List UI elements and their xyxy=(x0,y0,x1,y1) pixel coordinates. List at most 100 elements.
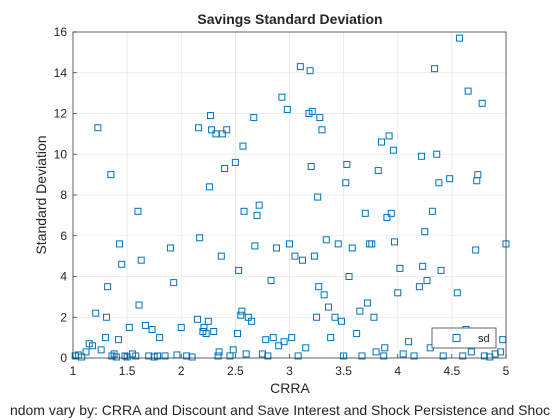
data-point xyxy=(459,352,467,360)
x-tick-label: 4.5 xyxy=(444,364,461,378)
data-point xyxy=(231,158,239,166)
data-point xyxy=(248,317,256,325)
data-point xyxy=(153,352,161,360)
data-point xyxy=(322,236,330,244)
data-point xyxy=(491,350,499,358)
data-point xyxy=(183,352,191,360)
data-point xyxy=(214,352,222,360)
x-axis-ticks: 1 1.5 2 2.5 3 3.5 4 4.5 5 xyxy=(70,354,510,378)
data-point xyxy=(275,342,283,350)
y-tick-label: 10 xyxy=(54,147,68,161)
legend-label-sd: sd xyxy=(478,333,490,345)
data-point xyxy=(267,277,275,285)
data-point xyxy=(374,167,382,175)
data-point xyxy=(114,336,122,344)
data-point xyxy=(188,353,196,361)
data-point xyxy=(314,193,322,201)
data-point xyxy=(210,328,218,336)
data-point xyxy=(193,315,201,323)
x-axis-label: CRRA xyxy=(270,380,310,396)
data-point xyxy=(391,238,399,246)
data-point xyxy=(137,256,145,264)
y-tick-label: 8 xyxy=(60,188,67,202)
data-point xyxy=(378,138,386,146)
data-point xyxy=(92,309,100,317)
y-axis-label: Standard Deviation xyxy=(33,135,49,254)
data-point xyxy=(446,175,454,183)
data-point xyxy=(215,348,223,356)
data-point xyxy=(343,160,351,168)
data-point xyxy=(204,317,212,325)
data-point xyxy=(255,201,263,209)
chart-title: Savings Standard Deviation xyxy=(197,11,382,27)
data-points xyxy=(71,34,510,361)
data-point xyxy=(478,99,486,107)
y-tick-label: 0 xyxy=(60,351,67,365)
data-point xyxy=(394,289,402,297)
data-point xyxy=(218,130,226,138)
data-point xyxy=(296,63,304,71)
data-point xyxy=(318,126,326,134)
data-point xyxy=(223,126,231,134)
x-tick-label: 3 xyxy=(286,364,293,378)
data-point xyxy=(433,150,441,158)
data-point xyxy=(467,348,475,356)
data-point xyxy=(464,87,472,95)
data-point xyxy=(315,283,323,291)
data-point xyxy=(118,260,126,268)
data-point xyxy=(116,240,124,248)
data-point xyxy=(264,352,272,360)
data-point xyxy=(294,352,302,360)
data-point xyxy=(331,313,339,321)
data-point xyxy=(337,317,345,325)
data-point xyxy=(240,207,248,215)
grid-lines xyxy=(72,31,507,359)
data-point xyxy=(310,252,318,260)
data-point xyxy=(334,240,342,248)
y-tick-label: 14 xyxy=(54,66,68,80)
data-point xyxy=(308,107,316,115)
x-tick-label: 1 xyxy=(70,364,77,378)
data-point xyxy=(132,352,140,360)
data-point xyxy=(399,350,407,358)
data-point xyxy=(455,34,463,42)
data-point xyxy=(104,283,112,291)
data-point xyxy=(242,350,250,358)
data-point xyxy=(142,321,150,329)
data-point xyxy=(380,352,388,360)
data-point xyxy=(229,346,237,354)
data-point xyxy=(421,228,429,236)
data-point xyxy=(302,344,310,352)
data-point xyxy=(166,244,174,252)
legend: sd xyxy=(431,327,497,349)
legend-marker xyxy=(452,334,461,342)
y-tick-label: 2 xyxy=(60,310,67,324)
data-point xyxy=(97,346,105,354)
y-tick-label: 6 xyxy=(60,229,67,243)
data-point xyxy=(389,146,397,154)
data-point xyxy=(361,209,369,217)
data-point xyxy=(368,240,376,248)
data-point xyxy=(258,350,266,358)
data-point xyxy=(291,252,299,260)
data-point xyxy=(306,67,314,75)
data-point xyxy=(419,262,427,270)
data-point xyxy=(112,353,120,361)
data-point xyxy=(286,240,293,248)
data-point xyxy=(161,352,169,360)
y-axis-ticks: 0 2 4 6 8 10 12 14 16 xyxy=(54,25,77,365)
data-point xyxy=(269,334,277,342)
data-point xyxy=(278,93,286,101)
data-point xyxy=(251,242,259,250)
data-point xyxy=(206,112,214,120)
x-tick-label: 5 xyxy=(503,364,510,378)
y-tick-label: 16 xyxy=(54,25,68,39)
figure-caption: ndom vary by: CRRA and Discount and Save… xyxy=(10,402,550,418)
data-point xyxy=(480,352,488,360)
data-point xyxy=(453,289,461,297)
data-point xyxy=(170,279,178,287)
data-point xyxy=(418,152,426,160)
data-point xyxy=(234,330,242,338)
data-point xyxy=(348,244,356,252)
